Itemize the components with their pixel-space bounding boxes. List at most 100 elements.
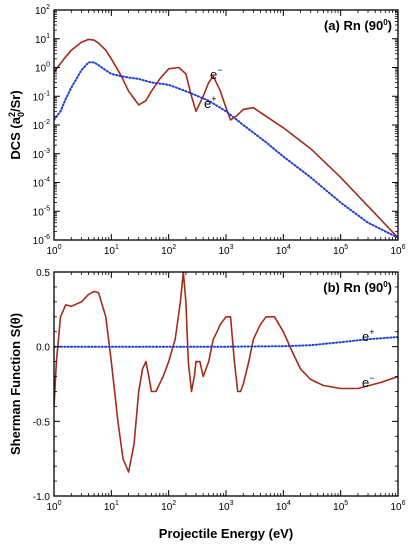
panel-a-x-tick-label: 101 [104, 244, 119, 257]
panel-b-title-end: ) [388, 280, 392, 295]
panel-b-x-tick-label: 106 [390, 500, 405, 513]
panel-b-x-tick-label: 104 [276, 500, 291, 513]
panel-b-x-tick-label: 100 [46, 500, 61, 513]
panel-a-x-tick-label-exp: 2 [172, 244, 176, 251]
panel-a-title-end: ) [388, 18, 392, 33]
panel-b-x-tick-label-base: 10 [333, 502, 345, 513]
panel-b-x-tick-label-base: 10 [276, 502, 288, 513]
panel-a-series-electron-line [54, 38, 398, 239]
panel-a-positron-label: e+ [204, 94, 217, 111]
panel-b-x-tick-label-base: 10 [46, 502, 58, 513]
panel-a-y-tick-label-exp: -5 [44, 205, 50, 212]
panel-b-title: (b) Rn (900) [323, 280, 392, 295]
panel-a-y-tick-label-base: 10 [33, 92, 45, 103]
panel-b-electron-label: e− [362, 373, 375, 390]
panel-b-x-tick-label-exp: 2 [172, 500, 176, 507]
panel-b-x-tick-label-base: 10 [218, 502, 230, 513]
panel-a-x-tick-label-exp: 1 [115, 244, 119, 251]
panel-a-y-tick-label-base: 10 [35, 6, 47, 17]
panel-a-positron-label-base: e [204, 96, 211, 111]
panel-b-x-tick-label: 101 [104, 500, 119, 513]
panel-b-x-tick-label-exp: 6 [402, 500, 406, 507]
panel-b-x-tick-label-exp: 4 [287, 500, 291, 507]
panel-b-x-tick-label-base: 10 [390, 502, 402, 513]
panel-a-x-tick-label-base: 10 [46, 246, 58, 257]
panel-a-x-tick-label-base: 10 [218, 246, 230, 257]
panel-a-title-sup: 0 [383, 18, 388, 27]
panel-b-positron-label: e+ [362, 327, 375, 344]
panel-a-y-axis-title-sup: 2 [7, 112, 17, 117]
panel-a-y-tick-label-exp: 0 [46, 62, 50, 69]
panel-b-x-tick-label-exp: 0 [58, 500, 62, 507]
panel-a-y-tick-label-base: 10 [33, 207, 45, 218]
panel-a-y-tick-label: 10-4 [33, 177, 50, 190]
panel-b-frame [53, 271, 399, 497]
panel-b-title-sup: 0 [383, 280, 388, 289]
panel-a-y-tick-label-exp: -4 [44, 177, 50, 184]
panel-b-series-electron-line [54, 272, 398, 473]
panel-a-x-tick-label-exp: 6 [402, 244, 406, 251]
panel-a-x-tick-label-base: 10 [333, 246, 345, 257]
panel-b-positron-label-sup: + [369, 327, 374, 337]
panel-a-y-tick-label-exp: -2 [44, 119, 50, 126]
panel-b-y-tick-label: -0.5 [33, 417, 51, 428]
panel-a-y-tick-label-exp: -3 [44, 148, 50, 155]
panel-a-y-tick-label: 10-2 [33, 119, 50, 132]
panel-a-x-tick-label-exp: 3 [230, 244, 234, 251]
panel-b-x-tick-label-exp: 3 [230, 500, 234, 507]
panel-a-x-tick-label-exp: 5 [344, 244, 348, 251]
panel-a-y-axis-title-main: DCS (a [8, 116, 23, 159]
panel-a-series-positron-line [54, 61, 398, 239]
panel-a-y-tick-label-base: 10 [33, 121, 45, 132]
panel-a-x-tick-label-base: 10 [161, 246, 173, 257]
panel-a-y-tick-label-exp: -6 [44, 234, 50, 241]
panel-b-positron-label-base: e [362, 329, 369, 344]
panel-a-y-tick-label: 10-6 [33, 234, 50, 247]
panel-b-electron-label-sup: − [369, 373, 374, 383]
panel-a-y-tick-label: 100 [35, 62, 50, 75]
panel-b-x-tick-label: 102 [161, 500, 176, 513]
panel-a-electron-label: e− [210, 65, 223, 82]
panel-b-x-tick-label-exp: 5 [344, 500, 348, 507]
panel-a-y-tick-label: 101 [35, 33, 50, 46]
panel-a-frame [53, 9, 399, 241]
panel-a-y-axis-title-end: /Sr) [8, 90, 23, 112]
panel-b-series-positron-line [54, 336, 398, 348]
panel-a-x-tick-label-exp: 4 [287, 244, 291, 251]
panel-b-electron-label-base: e [362, 375, 369, 390]
panel-a-y-tick-label: 102 [35, 4, 50, 17]
panel-b-x-tick-label-base: 10 [104, 502, 116, 513]
panel-b-x-tick-label-exp: 1 [115, 500, 119, 507]
panel-a-x-tick-label: 106 [390, 244, 405, 257]
panel-a-y-tick-label: 10-3 [33, 148, 50, 161]
panel-a-y-tick-label-base: 10 [33, 179, 45, 190]
panel-a-x-tick-label: 100 [46, 244, 61, 257]
panel-a-y-tick-label-base: 10 [33, 150, 45, 161]
panel-a-y-axis-title: DCS (a20/Sr) [7, 90, 26, 159]
panel-b-x-tick-label: 103 [218, 500, 233, 513]
panel-a-y-tick-label: 10-5 [33, 205, 50, 218]
panel-b-x-tick-label: 105 [333, 500, 348, 513]
panel-a-y-tick-label-base: 10 [35, 64, 47, 75]
panel-a-y-tick-label: 10-1 [33, 90, 50, 103]
panel-a-title-text: (a) Rn (90 [324, 18, 383, 33]
panel-a-x-tick-label-base: 10 [104, 246, 116, 257]
panel-a-electron-label-sup: − [217, 65, 222, 75]
panel-a-electron-label-base: e [210, 67, 217, 82]
panel-a-x-tick-label: 103 [218, 244, 233, 257]
panel-b-y-tick-label: -1.0 [33, 492, 51, 503]
panel-a-x-tick-label-exp: 0 [58, 244, 62, 251]
panel-a-positron-label-sup: + [211, 94, 216, 104]
panel-a-y-tick-label-exp: 2 [46, 4, 50, 11]
panel-a-title: (a) Rn (900) [324, 18, 392, 33]
panel-b-x-tick-label-base: 10 [161, 502, 173, 513]
panel-b-title-text: (b) Rn (90 [323, 280, 383, 295]
panel-a-y-tick-label-exp: 1 [46, 33, 50, 40]
panel-a-x-tick-label: 105 [333, 244, 348, 257]
x-axis-title: Projectile Energy (eV) [159, 526, 293, 541]
panel-a-y-tick-label-base: 10 [35, 35, 47, 46]
panel-a-x-tick-label: 102 [161, 244, 176, 257]
panel-a-x-tick-label: 104 [276, 244, 291, 257]
